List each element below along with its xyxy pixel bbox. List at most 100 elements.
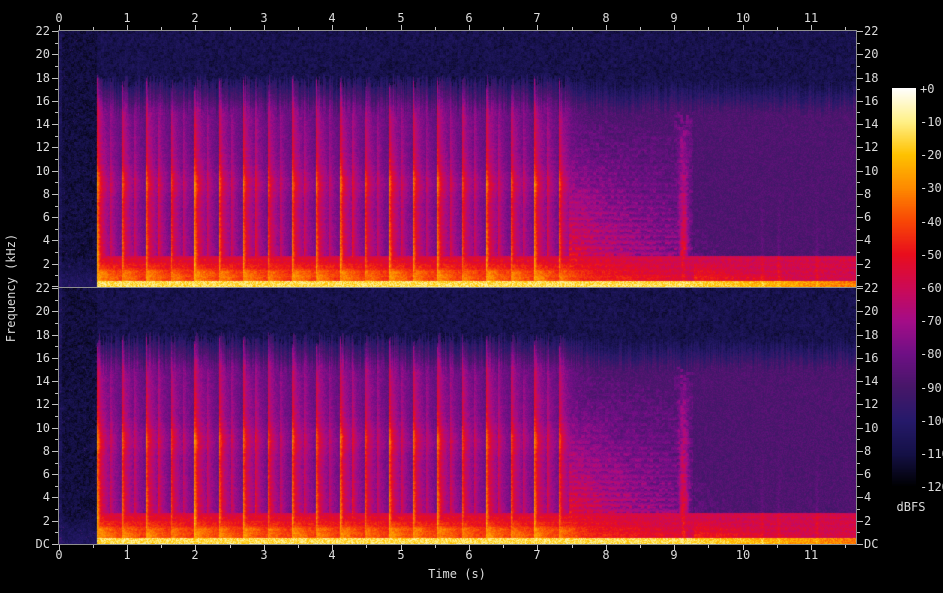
time-major-tick [606, 25, 607, 30]
freq-tick-label: 22 [864, 24, 879, 38]
freq-major-tick [52, 194, 58, 195]
freq-minor-tick [857, 43, 860, 44]
time-minor-tick [298, 27, 299, 30]
freq-major-tick [857, 240, 863, 241]
freq-tick-label: 10 [864, 164, 879, 178]
colorbar-title: dBFS [896, 500, 926, 514]
freq-tick-label: 10 [864, 421, 879, 435]
time-minor-tick [845, 545, 846, 548]
freq-minor-tick [857, 66, 860, 67]
time-major-tick [127, 25, 128, 30]
freq-tick-label: 2 [864, 257, 872, 271]
time-tick-label: 11 [803, 11, 819, 25]
freq-minor-tick [857, 136, 860, 137]
freq-minor-tick [857, 416, 860, 417]
right-frame-line [856, 31, 857, 544]
time-minor-tick [708, 545, 709, 548]
freq-tick-label: 14 [35, 117, 50, 131]
time-minor-tick [640, 545, 641, 548]
freq-tick-label: 14 [864, 374, 879, 388]
time-tick-label: 10 [735, 548, 751, 562]
time-major-tick [264, 545, 265, 550]
freq-major-tick [857, 217, 863, 218]
time-minor-tick [777, 27, 778, 30]
time-minor-tick [161, 545, 162, 548]
freq-major-tick [857, 474, 863, 475]
freq-tick-label: 20 [864, 47, 879, 61]
freq-minor-tick [55, 43, 58, 44]
freq-major-tick [52, 264, 58, 265]
freq-minor-tick [857, 323, 860, 324]
freq-major-tick [52, 288, 58, 289]
time-minor-tick [93, 27, 94, 30]
time-major-tick [59, 545, 60, 550]
freq-minor-tick [857, 229, 860, 230]
freq-tick-label: 16 [35, 94, 50, 108]
freq-tick-label: 8 [864, 444, 872, 458]
db-tick-label: -50 [920, 248, 942, 262]
freq-minor-tick [857, 439, 860, 440]
freq-minor-tick [55, 486, 58, 487]
freq-tick-label: 2 [42, 257, 50, 271]
db-tick-label: -30 [920, 181, 942, 195]
freq-tick-label: 20 [35, 304, 50, 318]
freq-major-tick [52, 404, 58, 405]
time-major-tick [195, 545, 196, 550]
time-minor-tick [708, 27, 709, 30]
freq-dc-label: DC [35, 537, 50, 551]
time-minor-tick [435, 545, 436, 548]
freq-major-tick [857, 171, 863, 172]
db-tick-label: +0 [920, 82, 935, 96]
freq-tick-label: 6 [864, 210, 872, 224]
freq-tick-label: 2 [42, 514, 50, 528]
time-tick-label: 0 [55, 11, 63, 25]
time-minor-tick [845, 27, 846, 30]
db-tick-label: -110 [920, 447, 943, 461]
time-major-tick [537, 545, 538, 550]
time-major-tick [743, 25, 744, 30]
freq-minor-tick [857, 463, 860, 464]
time-tick-label: 11 [803, 548, 819, 562]
freq-tick-label: 6 [42, 210, 50, 224]
freq-minor-tick [55, 393, 58, 394]
freq-tick-label: 10 [35, 421, 50, 435]
freq-major-tick [52, 217, 58, 218]
db-tick-label: -90 [920, 381, 942, 395]
time-major-tick [195, 25, 196, 30]
time-minor-tick [366, 545, 367, 548]
freq-major-tick [857, 54, 863, 55]
time-major-tick [811, 25, 812, 30]
freq-tick-label: 20 [35, 47, 50, 61]
freq-major-tick [52, 335, 58, 336]
freq-major-tick [857, 101, 863, 102]
freq-major-tick [857, 147, 863, 148]
freq-tick-label: 8 [42, 444, 50, 458]
freq-major-tick [857, 497, 863, 498]
db-tick-label: -20 [920, 148, 942, 162]
freq-major-tick [857, 288, 863, 289]
db-tick-label: -70 [920, 314, 942, 328]
time-tick-label: 3 [260, 11, 268, 25]
freq-major-tick [52, 381, 58, 382]
time-major-tick [59, 25, 60, 30]
freq-tick-label: 12 [864, 397, 879, 411]
freq-major-tick [857, 404, 863, 405]
time-major-tick [606, 545, 607, 550]
freq-minor-tick [55, 369, 58, 370]
freq-tick-label: 4 [864, 233, 872, 247]
time-minor-tick [640, 27, 641, 30]
colorbar [892, 88, 916, 488]
freq-minor-tick [55, 346, 58, 347]
time-tick-label: 1 [123, 11, 131, 25]
freq-tick-label: 12 [35, 397, 50, 411]
freq-major-tick [52, 428, 58, 429]
freq-major-tick [52, 311, 58, 312]
time-minor-tick [777, 545, 778, 548]
freq-minor-tick [857, 275, 860, 276]
freq-tick-label: 16 [35, 351, 50, 365]
freq-minor-tick [857, 206, 860, 207]
freq-minor-tick [857, 393, 860, 394]
time-tick-label: 7 [533, 11, 541, 25]
x-axis-title: Time (s) [428, 567, 486, 581]
